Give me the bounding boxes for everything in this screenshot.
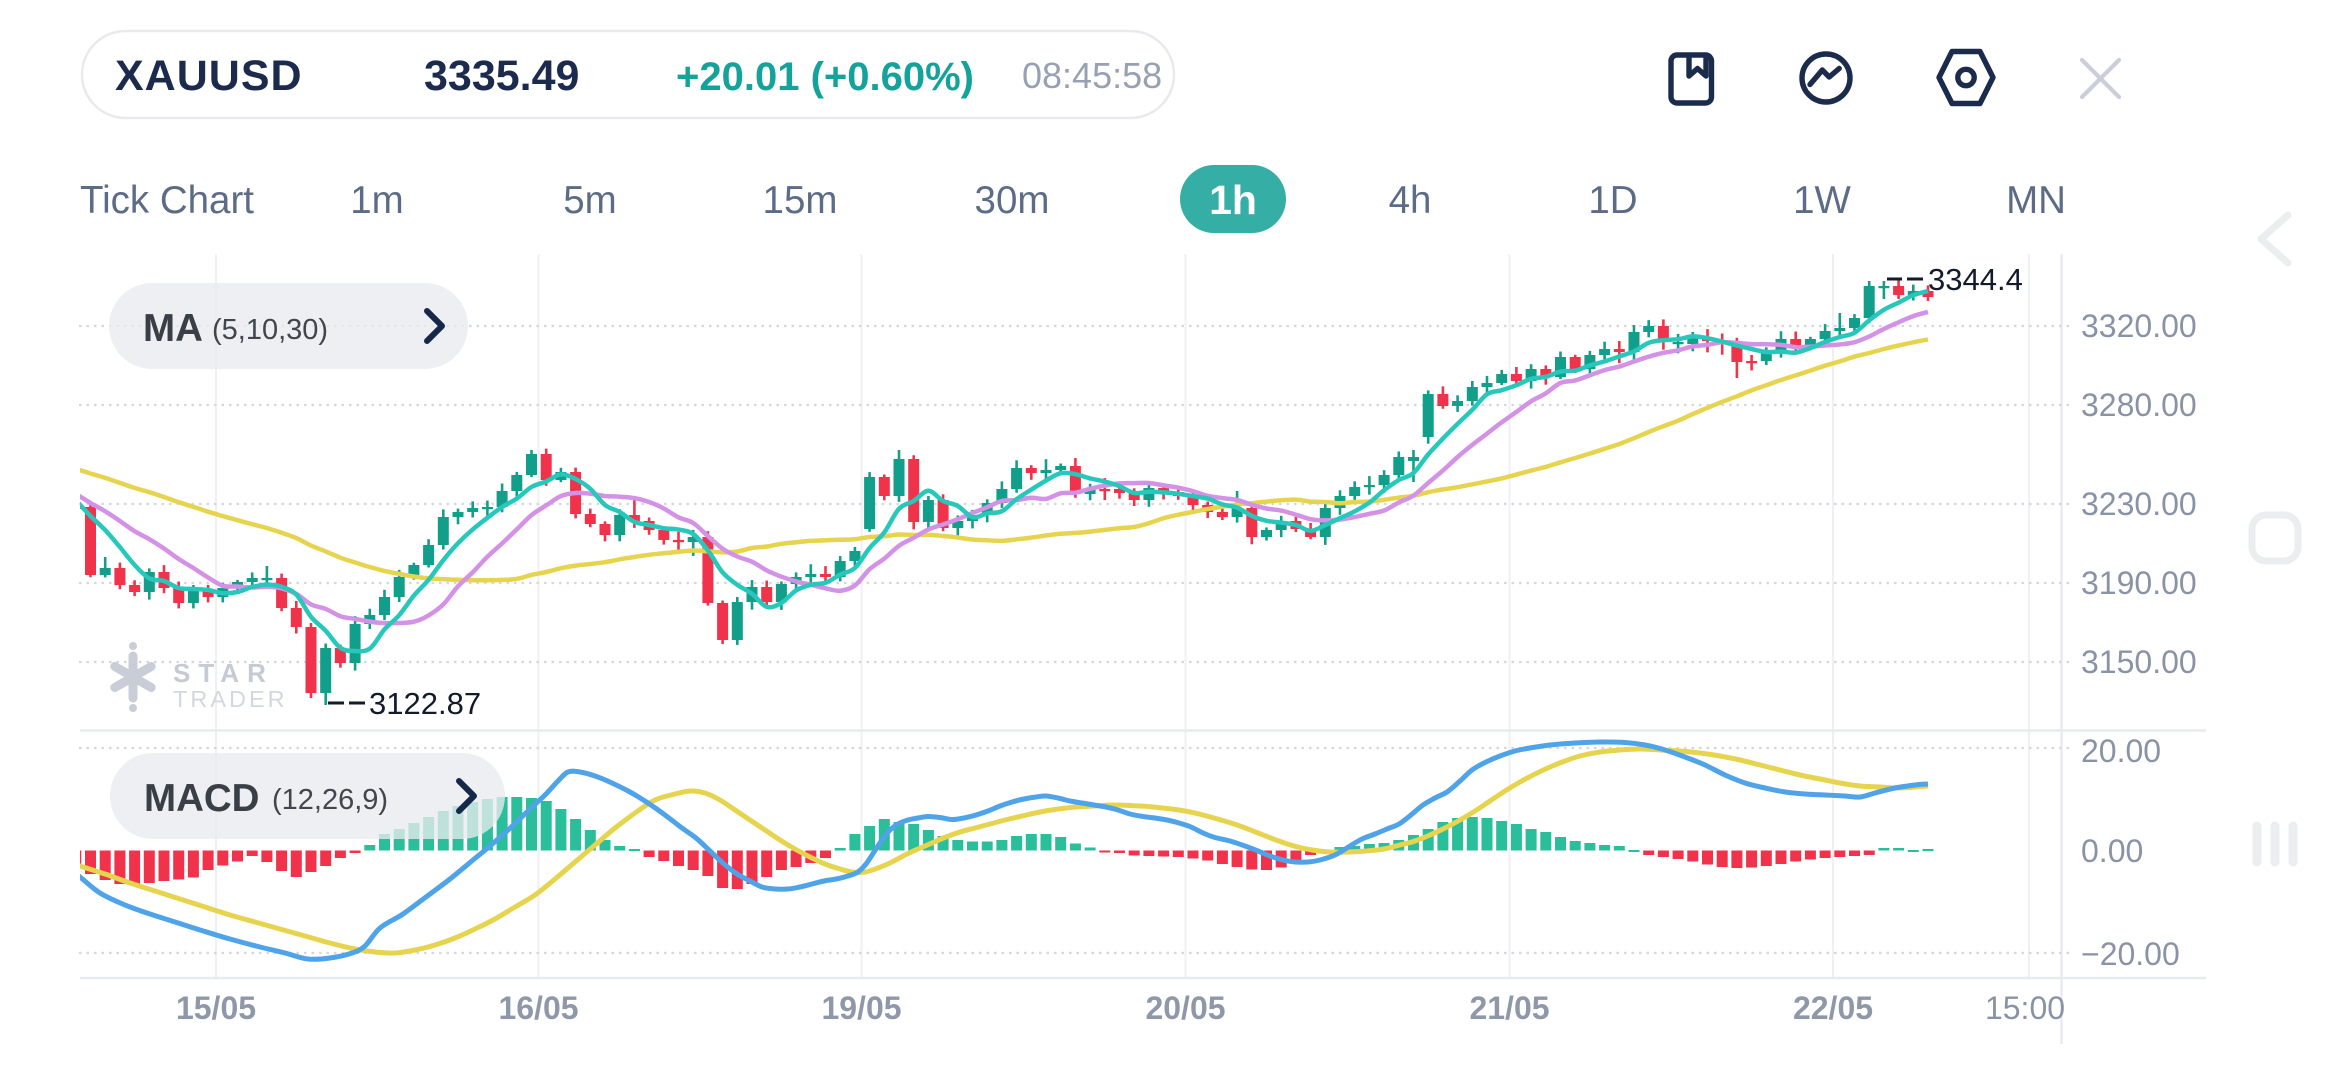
svg-text:(5,10,30): (5,10,30) bbox=[212, 314, 328, 346]
svg-text:MA: MA bbox=[143, 307, 203, 350]
svg-text:STAR: STAR bbox=[173, 658, 274, 688]
svg-text:0.00: 0.00 bbox=[2081, 833, 2143, 869]
svg-text:15m: 15m bbox=[763, 179, 838, 222]
svg-text:+20.01 (+0.60%): +20.01 (+0.60%) bbox=[676, 55, 974, 99]
svg-text:MACD: MACD bbox=[144, 777, 259, 820]
svg-text:20.00: 20.00 bbox=[2081, 733, 2161, 769]
svg-text:30m: 30m bbox=[975, 179, 1050, 222]
svg-text:XAUUSD: XAUUSD bbox=[115, 52, 303, 100]
svg-text:15:00: 15:00 bbox=[1985, 990, 2065, 1026]
svg-text:3150.00: 3150.00 bbox=[2081, 644, 2197, 680]
svg-text:16/05: 16/05 bbox=[498, 990, 578, 1026]
svg-text:3344.4: 3344.4 bbox=[1928, 262, 2023, 297]
svg-text:3335.49: 3335.49 bbox=[424, 52, 579, 100]
svg-text:1h: 1h bbox=[1209, 177, 1257, 223]
svg-text:5m: 5m bbox=[563, 179, 616, 222]
svg-text:22/05: 22/05 bbox=[1793, 990, 1873, 1026]
svg-text:1m: 1m bbox=[350, 179, 403, 222]
svg-text:(12,26,9): (12,26,9) bbox=[272, 784, 388, 816]
svg-text:Tick Chart: Tick Chart bbox=[80, 179, 254, 222]
svg-text:15/05: 15/05 bbox=[176, 990, 256, 1026]
svg-text:21/05: 21/05 bbox=[1469, 990, 1549, 1026]
svg-text:3280.00: 3280.00 bbox=[2081, 387, 2197, 423]
svg-text:1W: 1W bbox=[1793, 179, 1851, 222]
svg-text:4h: 4h bbox=[1389, 179, 1432, 222]
svg-text:19/05: 19/05 bbox=[821, 990, 901, 1026]
svg-text:−20.00: −20.00 bbox=[2081, 936, 2180, 972]
svg-text:08:45:58: 08:45:58 bbox=[1022, 55, 1162, 96]
svg-text:3122.87: 3122.87 bbox=[369, 686, 481, 721]
svg-text:MN: MN bbox=[2006, 179, 2066, 222]
svg-text:20/05: 20/05 bbox=[1145, 990, 1225, 1026]
svg-text:TRADER: TRADER bbox=[173, 686, 288, 712]
svg-text:1D: 1D bbox=[1588, 179, 1637, 222]
svg-text:3230.00: 3230.00 bbox=[2081, 486, 2197, 522]
svg-text:3190.00: 3190.00 bbox=[2081, 565, 2197, 601]
svg-text:3320.00: 3320.00 bbox=[2081, 308, 2197, 344]
